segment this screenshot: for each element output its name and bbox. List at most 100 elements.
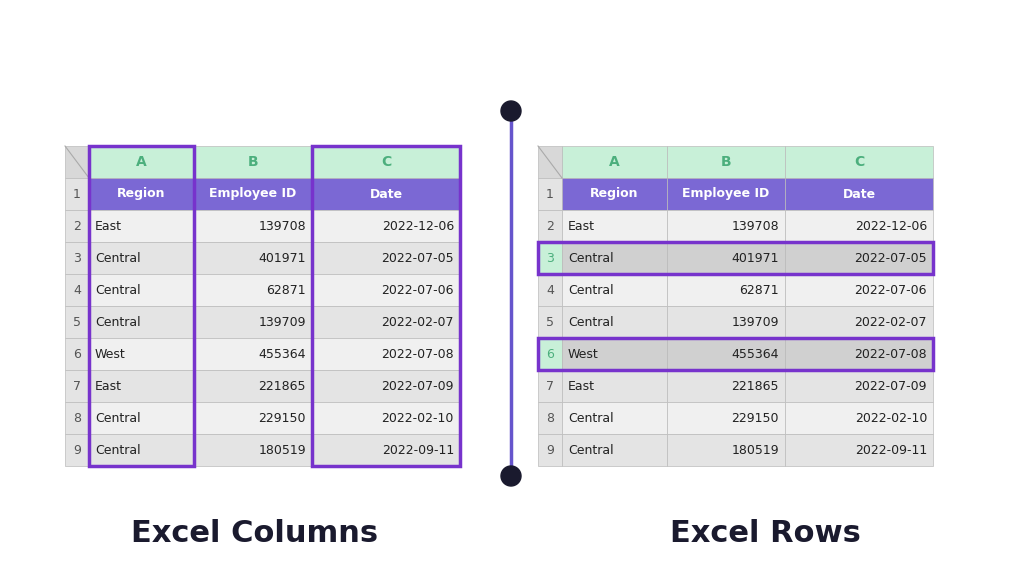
Text: 8: 8: [73, 411, 81, 425]
Bar: [312, 178, 460, 210]
Bar: [312, 274, 460, 306]
Text: East: East: [95, 219, 122, 233]
Bar: [312, 434, 460, 466]
Bar: [65, 146, 89, 178]
Text: Central: Central: [568, 316, 613, 328]
Bar: [667, 242, 785, 274]
Circle shape: [501, 101, 521, 121]
Bar: [667, 274, 785, 306]
Bar: [312, 146, 460, 466]
Bar: [89, 146, 194, 178]
Bar: [312, 370, 460, 402]
Bar: [194, 146, 312, 178]
Text: 9: 9: [73, 444, 81, 457]
Bar: [538, 242, 562, 274]
Text: Employee ID: Employee ID: [682, 188, 770, 200]
Bar: [65, 434, 89, 466]
Text: East: East: [568, 380, 595, 392]
Text: Central: Central: [568, 252, 613, 264]
Text: Central: Central: [568, 411, 613, 425]
Bar: [538, 242, 933, 274]
Text: 455364: 455364: [731, 347, 779, 361]
Text: West: West: [568, 347, 599, 361]
Bar: [194, 434, 312, 466]
Bar: [562, 338, 667, 370]
Text: 5: 5: [546, 316, 554, 328]
Text: 401971: 401971: [258, 252, 306, 264]
Text: 2022-07-09: 2022-07-09: [854, 380, 927, 392]
Bar: [785, 210, 933, 242]
Text: Central: Central: [95, 444, 140, 457]
Bar: [538, 274, 562, 306]
Bar: [785, 242, 933, 274]
Bar: [667, 146, 785, 178]
Text: 2022-07-06: 2022-07-06: [382, 283, 454, 297]
Text: 455364: 455364: [258, 347, 306, 361]
Text: 7: 7: [73, 380, 81, 392]
Bar: [538, 338, 933, 370]
Bar: [194, 210, 312, 242]
Text: 2022-09-11: 2022-09-11: [382, 444, 454, 457]
Bar: [89, 210, 194, 242]
Bar: [194, 370, 312, 402]
Text: Central: Central: [95, 411, 140, 425]
Bar: [785, 242, 933, 274]
Text: 180519: 180519: [258, 444, 306, 457]
Text: 139709: 139709: [731, 316, 779, 328]
Bar: [65, 338, 89, 370]
Text: Region: Region: [118, 188, 166, 200]
Bar: [785, 274, 933, 306]
Bar: [562, 242, 667, 274]
Text: 8: 8: [546, 411, 554, 425]
Bar: [667, 434, 785, 466]
Text: 139709: 139709: [258, 316, 306, 328]
Bar: [194, 178, 312, 210]
Bar: [785, 338, 933, 370]
Text: Central: Central: [95, 283, 140, 297]
Text: 2022-07-08: 2022-07-08: [854, 347, 927, 361]
Text: 3: 3: [546, 252, 554, 264]
Text: B: B: [248, 155, 258, 169]
Bar: [538, 402, 562, 434]
Text: C: C: [854, 155, 864, 169]
Bar: [785, 370, 933, 402]
Text: B: B: [721, 155, 731, 169]
Bar: [89, 402, 194, 434]
Bar: [65, 242, 89, 274]
Bar: [89, 274, 194, 306]
Text: 1: 1: [546, 188, 554, 200]
Bar: [562, 338, 667, 370]
Text: 2022-07-08: 2022-07-08: [381, 347, 454, 361]
Circle shape: [501, 466, 521, 486]
Text: 3: 3: [546, 252, 554, 264]
Text: 180519: 180519: [731, 444, 779, 457]
Text: Central: Central: [568, 283, 613, 297]
Bar: [65, 306, 89, 338]
Bar: [667, 178, 785, 210]
Text: Region: Region: [590, 188, 639, 200]
Bar: [89, 146, 194, 466]
Bar: [667, 210, 785, 242]
Text: East: East: [568, 219, 595, 233]
Bar: [89, 434, 194, 466]
Text: 2022-07-05: 2022-07-05: [381, 252, 454, 264]
Text: 6: 6: [73, 347, 81, 361]
Bar: [562, 402, 667, 434]
Bar: [538, 370, 562, 402]
Bar: [667, 338, 785, 370]
Bar: [538, 306, 562, 338]
Text: 455364: 455364: [731, 347, 779, 361]
Text: 4: 4: [546, 283, 554, 297]
Text: West: West: [568, 347, 599, 361]
Bar: [538, 338, 562, 370]
Text: 221865: 221865: [258, 380, 306, 392]
Text: Excel Columns: Excel Columns: [131, 520, 379, 548]
Bar: [89, 178, 194, 210]
Bar: [194, 402, 312, 434]
Text: 6: 6: [546, 347, 554, 361]
Bar: [562, 178, 667, 210]
Bar: [538, 210, 562, 242]
Text: Central: Central: [568, 444, 613, 457]
Text: C: C: [381, 155, 391, 169]
Bar: [538, 338, 562, 370]
